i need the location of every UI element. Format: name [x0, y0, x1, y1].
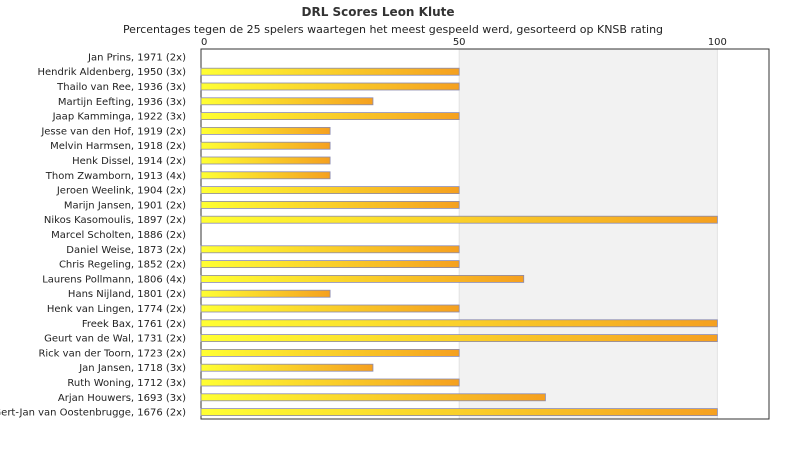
- category-label: Marcel Scholten, 1886 (2x): [51, 230, 186, 241]
- x-tick-label: 50: [453, 37, 466, 48]
- category-label: Laurens Pollmann, 1806 (4x): [42, 274, 186, 285]
- bar: [200, 67, 460, 76]
- bar: [200, 97, 374, 106]
- bar: [200, 408, 718, 417]
- bar: [200, 171, 331, 180]
- category-label: Nikos Kasomoulis, 1897 (2x): [44, 215, 186, 226]
- bar: [200, 141, 331, 150]
- plot-area: [200, 48, 770, 420]
- chart-title: DRL Scores Leon Klute: [302, 5, 455, 19]
- bars: [200, 67, 718, 417]
- bar: [200, 393, 546, 402]
- bar: [200, 348, 460, 357]
- category-label: Chris Regeling, 1852 (2x): [59, 260, 186, 271]
- bar: [200, 156, 331, 165]
- x-tick-label: 100: [708, 37, 727, 48]
- category-label: Jeroen Weelink, 1904 (2x): [56, 186, 186, 197]
- category-label: Rick van der Toorn, 1723 (2x): [38, 348, 186, 359]
- category-label: Gert-Jan van Oostenbrugge, 1676 (2x): [0, 408, 186, 419]
- bar: [200, 245, 460, 254]
- bar: [200, 260, 460, 269]
- bar: [200, 127, 331, 135]
- bar: [200, 82, 460, 91]
- category-label: Thom Zwamborn, 1913 (4x): [45, 171, 186, 182]
- x-axis-ticks: 0 50 100: [201, 37, 727, 48]
- plot-frame: [200, 48, 770, 420]
- bar: [200, 274, 525, 283]
- category-label: Jaap Kamminga, 1922 (3x): [52, 112, 186, 123]
- bar: [200, 319, 718, 328]
- category-label: Ruth Woning, 1712 (3x): [67, 378, 186, 389]
- category-label: Geurt van de Wal, 1731 (2x): [44, 334, 186, 345]
- bar: [200, 186, 460, 195]
- category-label: Daniel Weise, 1873 (2x): [66, 245, 186, 256]
- category-label: Hans Nijland, 1801 (2x): [68, 289, 186, 300]
- bar: [200, 289, 331, 298]
- bar: [200, 112, 460, 120]
- bar: [200, 304, 460, 313]
- category-label: Melvin Harmsen, 1918 (2x): [50, 141, 186, 152]
- bar: [200, 363, 374, 372]
- chart-subtitle: Percentages tegen de 25 spelers waartege…: [123, 23, 663, 36]
- bar: [200, 215, 718, 224]
- bar: [200, 378, 460, 387]
- x-tick-label: 0: [201, 37, 207, 48]
- category-label: Jan Jansen, 1718 (3x): [78, 363, 186, 374]
- category-label: Arjan Houwers, 1693 (3x): [58, 393, 186, 404]
- category-label: Hendrik Aldenberg, 1950 (3x): [37, 67, 186, 78]
- category-label: Thailo van Ree, 1936 (3x): [56, 82, 186, 93]
- category-label: Martijn Eefting, 1936 (3x): [58, 97, 186, 108]
- category-label: Freek Bax, 1761 (2x): [82, 319, 186, 330]
- category-label: Jan Prins, 1971 (2x): [87, 52, 186, 63]
- category-label: Henk Dissel, 1914 (2x): [72, 156, 186, 167]
- category-label: Jesse van den Hof, 1919 (2x): [40, 126, 186, 137]
- bar: [200, 200, 460, 209]
- category-label: Marijn Jansen, 1901 (2x): [64, 200, 186, 211]
- category-label: Henk van Lingen, 1774 (2x): [47, 304, 186, 315]
- category-labels: Jan Prins, 1971 (2x) Hendrik Aldenberg, 1…: [0, 52, 186, 418]
- grid-band: [459, 49, 718, 419]
- bar: [200, 334, 718, 343]
